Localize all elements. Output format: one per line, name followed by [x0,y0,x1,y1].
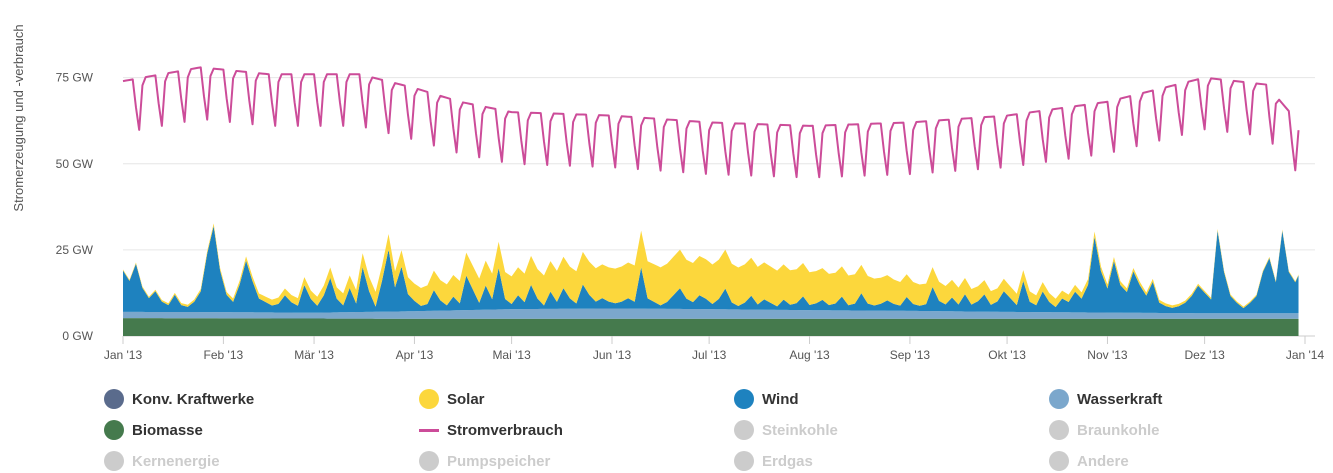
x-tick-label: Nov '13 [1087,348,1128,362]
line-stromverbrauch [122,66,1300,179]
legend-item-pumpspeicher[interactable]: Pumpspeicher [419,449,550,473]
x-tick-label: Aug '13 [789,348,830,362]
legend: Konv. Kraftwerke Solar Wind Wasserkraft Biom… [0,378,1333,473]
legend-label: Wasserkraft [1077,390,1163,408]
x-tick-label: Mär '13 [294,348,334,362]
legend-dot-symbol [1049,420,1069,440]
legend-label: Kernenergie [132,452,220,470]
legend-label: Pumpspeicher [447,452,551,470]
legend-item-wasserkraft[interactable]: Wasserkraft [1049,387,1162,411]
y-tick-label: 0 GW [62,329,93,343]
legend-label: Braunkohle [1077,421,1160,439]
legend-dot-symbol [1049,389,1069,409]
legend-item-erdgas[interactable]: Erdgas [734,449,813,473]
legend-label: Wind [762,390,799,408]
x-tick-label: Jul '13 [692,348,727,362]
energy-chart: 0 GW 25 GW 50 GW 75 GW Jan '13 Feb '13 Mär '13… [11,24,1325,362]
area-biomasse [123,318,1299,336]
legend-label: Solar [447,390,485,408]
legend-dot-symbol [104,389,124,409]
legend-label: Biomasse [132,421,203,439]
legend-label: Steinkohle [762,421,838,439]
legend-item-solar[interactable]: Solar [419,387,485,411]
x-tick-label: Okt '13 [988,348,1026,362]
legend-item-stromverbrauch[interactable]: Stromverbrauch [419,418,563,442]
area-wind [123,225,1299,314]
legend-label: Erdgas [762,452,813,470]
x-tick-label: Apr '13 [396,348,434,362]
consumption-line [122,66,1300,179]
legend-item-konv-kraftwerke[interactable]: Konv. Kraftwerke [104,387,254,411]
legend-dot-symbol [419,451,439,471]
y-tick-label: 50 GW [56,157,94,171]
legend-item-kernenergie[interactable]: Kernenergie [104,449,220,473]
legend-dot-symbol [104,451,124,471]
legend-label: Andere [1077,452,1129,470]
legend-dot-symbol [419,389,439,409]
x-tick-label: Sep '13 [890,348,931,362]
x-tick-label: Dez '13 [1184,348,1225,362]
legend-dot-symbol [104,420,124,440]
legend-item-biomasse[interactable]: Biomasse [104,418,203,442]
y-tick-label: 25 GW [56,243,94,257]
legend-label: Konv. Kraftwerke [132,390,255,408]
x-tick-label: Jan '13 [104,348,143,362]
y-tick-label: 75 GW [56,71,94,85]
y-axis-title: Stromerzeugung und -verbrauch [11,24,26,211]
x-tick-label: Mai '13 [492,348,531,362]
legend-item-braunkohle[interactable]: Braunkohle [1049,418,1160,442]
legend-label: Stromverbrauch [447,421,563,439]
stacked-areas [123,223,1299,336]
legend-dot-symbol [734,451,754,471]
x-tick-label: Feb '13 [204,348,244,362]
legend-dot-symbol [734,389,754,409]
legend-dot-symbol [1049,451,1069,471]
x-tick-label: Jan '14 [1286,348,1325,362]
legend-item-andere[interactable]: Andere [1049,449,1129,473]
area-solar [123,223,1299,309]
legend-line-symbol [419,428,439,432]
legend-item-steinkohle[interactable]: Steinkohle [734,418,838,442]
area-wasserkraft [123,308,1299,319]
x-tick-label: Jun '13 [593,348,632,362]
legend-item-wind[interactable]: Wind [734,387,799,411]
axes: 0 GW 25 GW 50 GW 75 GW Jan '13 Feb '13 Mär '13… [56,71,1325,362]
legend-dot-symbol [734,420,754,440]
